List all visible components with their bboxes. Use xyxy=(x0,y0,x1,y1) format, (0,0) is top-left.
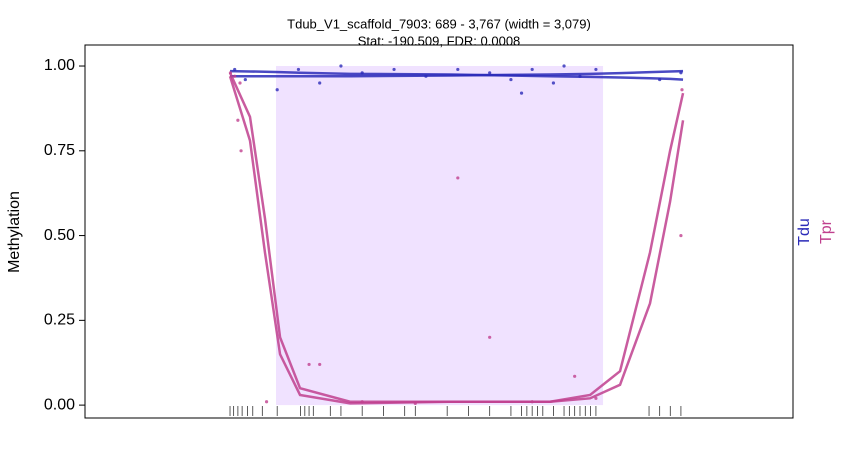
data-point xyxy=(339,64,343,68)
data-point xyxy=(264,400,269,404)
data-point xyxy=(562,64,566,68)
highlight-region xyxy=(276,66,604,406)
data-point xyxy=(680,88,684,92)
chart-title: Tdub_V1_scaffold_7903: 689 - 3,767 (widt… xyxy=(287,16,591,31)
data-point xyxy=(307,362,311,367)
data-point xyxy=(573,374,577,378)
data-point xyxy=(551,81,556,85)
y-tick-label: 1.00 xyxy=(44,57,75,74)
data-point xyxy=(239,149,243,153)
legend-label: Tdu xyxy=(796,218,813,246)
data-point xyxy=(236,118,240,122)
data-point xyxy=(238,81,242,85)
y-tick-label: 0.25 xyxy=(44,312,75,329)
smoothed-line xyxy=(228,75,685,405)
data-point xyxy=(318,362,322,367)
y-tick-label: 0.00 xyxy=(44,396,75,413)
smoothed-line xyxy=(229,69,684,81)
y-tick-label: 0.75 xyxy=(44,142,75,159)
data-point xyxy=(392,67,396,72)
data-point xyxy=(679,233,683,238)
data-point xyxy=(509,77,513,82)
data-point xyxy=(318,81,322,85)
data-point xyxy=(243,77,247,82)
data-point xyxy=(530,67,534,72)
data-point xyxy=(594,67,598,72)
data-point xyxy=(594,396,598,400)
data-point xyxy=(456,176,460,180)
data-point xyxy=(296,67,301,72)
data-point xyxy=(456,67,460,72)
y-tick-label: 0.50 xyxy=(44,227,75,244)
y-axis-label: Methylation xyxy=(6,191,23,273)
data-point xyxy=(488,335,492,339)
data-point xyxy=(488,71,492,75)
legend-label: Tpr xyxy=(818,219,835,244)
plot-frame xyxy=(84,44,794,419)
data-point xyxy=(275,88,279,92)
data-point xyxy=(233,74,237,78)
data-point xyxy=(519,91,524,95)
chart-subtitle: Stat: -190.509, FDR: 0.0008 xyxy=(358,33,521,48)
